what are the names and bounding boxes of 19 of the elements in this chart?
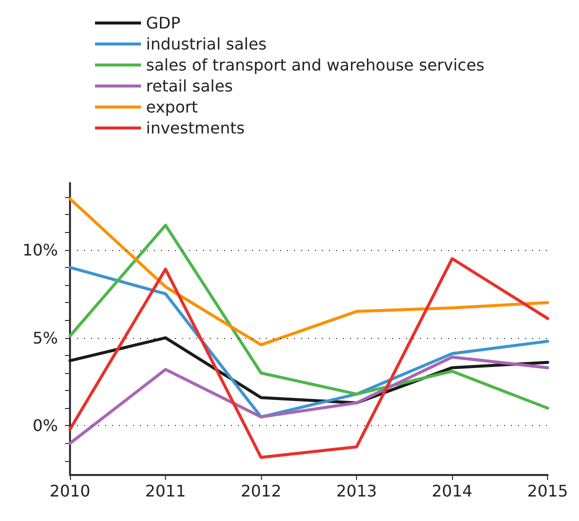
y-tick-label: 0% [32, 416, 58, 436]
y-tick-label: 5% [32, 328, 58, 348]
legend-label: GDP [146, 14, 181, 32]
x-tick-label: 2011 [145, 482, 186, 500]
x-tick-label: 2010 [50, 482, 90, 500]
legend-label: retail sales [146, 76, 233, 96]
x-tick-label: 2012 [240, 482, 282, 500]
x-tick-label: 2014 [432, 482, 472, 500]
line-series [68, 224, 550, 410]
legend-label: export [146, 98, 198, 116]
line-series [68, 257, 550, 459]
line-series [68, 356, 550, 445]
legend-label: industrial sales [146, 34, 267, 54]
legend-label: investments [146, 118, 245, 138]
x-tick-label: 2015 [527, 482, 568, 500]
x-tick-label: 2013 [336, 482, 377, 500]
legend-label: sales of transport and warehouse services [146, 56, 485, 74]
line-series [68, 197, 550, 346]
y-tick-label: 10% [22, 240, 58, 260]
